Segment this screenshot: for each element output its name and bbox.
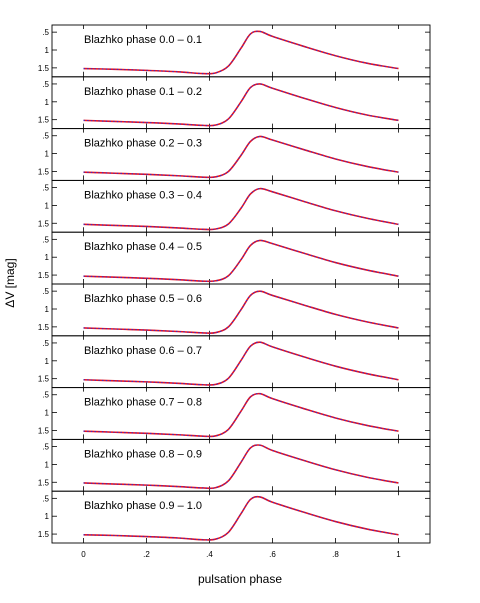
y-tick-label: .5 — [42, 28, 49, 37]
y-tick-label: 1 — [45, 150, 50, 159]
y-tick-label: .5 — [42, 494, 49, 503]
y-tick-label: 1.5 — [38, 530, 50, 539]
fit-light-curve — [83, 135, 399, 178]
fit-light-curve — [83, 239, 399, 282]
observed-light-curve — [83, 30, 399, 75]
y-tick-label: .5 — [42, 391, 49, 400]
y-tick-label: 1 — [45, 46, 50, 55]
panel-1: .5 1 1.5 Blazhko phase 0.1 – 0.2 — [38, 76, 431, 130]
fit-light-curve — [83, 83, 399, 127]
panel-label: Blazhko phase 0.6 – 0.7 — [84, 345, 202, 357]
x-tick-label: 0 — [81, 550, 86, 559]
y-tick-label: .5 — [42, 235, 49, 244]
y-tick-label: 1.5 — [38, 64, 50, 73]
panel-7: .5 1 1.5 Blazhko phase 0.7 – 0.8 — [38, 387, 431, 440]
fit-light-curve — [83, 496, 399, 541]
x-tick-label: .8 — [332, 550, 339, 559]
fit-light-curve — [83, 290, 399, 334]
y-tick-label: 1.5 — [38, 116, 50, 125]
y-tick-label: .5 — [42, 339, 49, 348]
panel-4: .5 1 1.5 Blazhko phase 0.4 – 0.5 — [38, 231, 431, 285]
panel-label: Blazhko phase 0.9 – 1.0 — [84, 500, 202, 512]
y-tick-label: 1 — [45, 305, 50, 314]
panel-label: Blazhko phase 0.2 – 0.3 — [84, 138, 202, 150]
x-tick-labels: 0 .2 .4 .6 .8 1 — [81, 550, 401, 559]
y-tick-label: 1.5 — [38, 323, 50, 332]
panel-9: .5 1 1.5 Blazhko phase 0.9 – 1.0 — [38, 490, 431, 544]
panel-label: Blazhko phase 0.8 – 0.9 — [84, 448, 202, 460]
panel-8: .5 1 1.5 Blazhko phase 0.8 – 0.9 — [38, 438, 431, 492]
y-axis-title: ΔV [mag] — [3, 258, 17, 307]
observed-light-curve — [83, 341, 399, 386]
panel-label: Blazhko phase 0.0 – 0.1 — [84, 34, 202, 46]
observed-light-curve — [83, 392, 399, 438]
y-tick-label: 1 — [45, 512, 50, 521]
y-tick-label: .5 — [42, 443, 49, 452]
panel-label: Blazhko phase 0.7 – 0.8 — [84, 397, 202, 409]
fit-light-curve — [83, 444, 399, 489]
panel-6: .5 1 1.5 Blazhko phase 0.6 – 0.7 — [38, 335, 431, 389]
y-tick-label: 1 — [45, 460, 50, 469]
y-tick-label: .5 — [42, 132, 49, 141]
fit-light-curve — [83, 188, 399, 231]
y-tick-label: 1.5 — [38, 219, 50, 228]
y-tick-label: 1 — [45, 98, 50, 107]
y-tick-label: 1.5 — [38, 271, 50, 280]
panel-5: .5 1 1.5 Blazhko phase 0.5 – 0.6 — [38, 283, 431, 337]
x-tick-label: .4 — [206, 550, 213, 559]
panel-2: .5 1 1.5 Blazhko phase 0.2 – 0.3 — [38, 128, 431, 181]
y-tick-label: 1 — [45, 409, 50, 418]
y-tick-label: 1 — [45, 357, 50, 366]
x-axis-title: pulsation phase — [198, 572, 282, 586]
y-tick-label: .5 — [42, 184, 49, 193]
panel-label: Blazhko phase 0.3 – 0.4 — [84, 189, 202, 201]
y-tick-label: 1 — [45, 201, 50, 210]
y-tick-label: 1.5 — [38, 478, 50, 487]
y-tick-label: 1 — [45, 253, 50, 262]
panel-frame — [51, 490, 431, 544]
x-tick-label: .6 — [269, 550, 276, 559]
panel-0: .5 1 1.5 Blazhko phase 0.0 – 0.1 — [38, 24, 431, 78]
panel-label: Blazhko phase 0.4 – 0.5 — [84, 241, 202, 253]
panel-label: Blazhko phase 0.5 – 0.6 — [84, 293, 202, 305]
panel-3: .5 1 1.5 Blazhko phase 0.3 – 0.4 — [38, 179, 431, 233]
x-tick-label: .2 — [143, 550, 150, 559]
y-tick-label: 1.5 — [38, 426, 50, 435]
y-tick-label: .5 — [42, 80, 49, 89]
x-tick-label: 1 — [396, 550, 401, 559]
y-tick-label: .5 — [42, 287, 49, 296]
panel-label: Blazhko phase 0.1 – 0.2 — [84, 86, 202, 98]
y-tick-label: 1.5 — [38, 375, 50, 384]
y-tick-label: 1.5 — [38, 167, 50, 176]
